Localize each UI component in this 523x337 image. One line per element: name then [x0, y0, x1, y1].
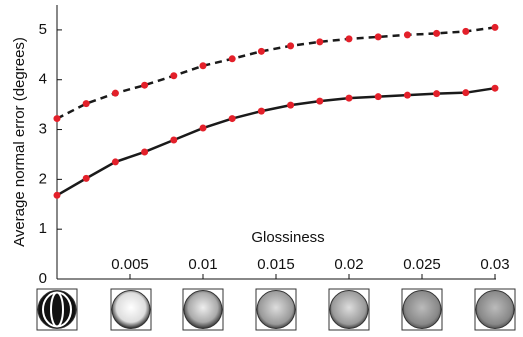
point	[111, 158, 119, 166]
x-axis-label: Glossiness	[251, 229, 324, 246]
point	[228, 55, 236, 63]
y-tick-label: 0	[39, 270, 47, 287]
point	[491, 23, 499, 31]
point	[141, 81, 149, 89]
point	[287, 42, 295, 50]
y-tick-label: 3	[39, 121, 47, 138]
point	[53, 191, 61, 199]
point	[82, 100, 90, 108]
point	[316, 97, 324, 105]
point	[199, 124, 207, 132]
x-tick-label: 0.03	[480, 256, 509, 273]
point	[374, 93, 382, 101]
point	[403, 91, 411, 99]
point	[257, 47, 265, 55]
y-tick-label: 2	[39, 170, 47, 187]
point	[345, 94, 353, 102]
x-tick-label: 0.01	[188, 256, 217, 273]
point	[170, 72, 178, 80]
x-tick-label: 0.005	[111, 256, 149, 273]
point	[141, 148, 149, 156]
point	[374, 33, 382, 41]
point	[53, 115, 61, 123]
y-tick-label: 1	[39, 220, 47, 237]
series-line	[56, 26, 496, 120]
point	[433, 29, 441, 37]
point	[82, 174, 90, 182]
point	[257, 107, 265, 115]
x-tick-label: 0.02	[334, 256, 363, 273]
point	[111, 89, 119, 97]
point	[170, 136, 178, 144]
point	[316, 38, 324, 46]
point	[462, 89, 470, 97]
point	[287, 101, 295, 109]
y-tick-label: 4	[39, 71, 47, 88]
sphere-images	[36, 288, 516, 331]
point	[433, 90, 441, 98]
y-axis-label: Average normal error (degrees)	[11, 37, 28, 247]
point	[462, 27, 470, 35]
point	[491, 84, 499, 92]
point	[199, 62, 207, 70]
y-tick-label: 5	[39, 21, 47, 38]
point	[403, 31, 411, 39]
x-tick-label: 0.015	[257, 256, 295, 273]
x-tick-label: 0.025	[403, 256, 441, 273]
point	[345, 35, 353, 43]
point	[228, 115, 236, 123]
series-line	[56, 86, 496, 197]
